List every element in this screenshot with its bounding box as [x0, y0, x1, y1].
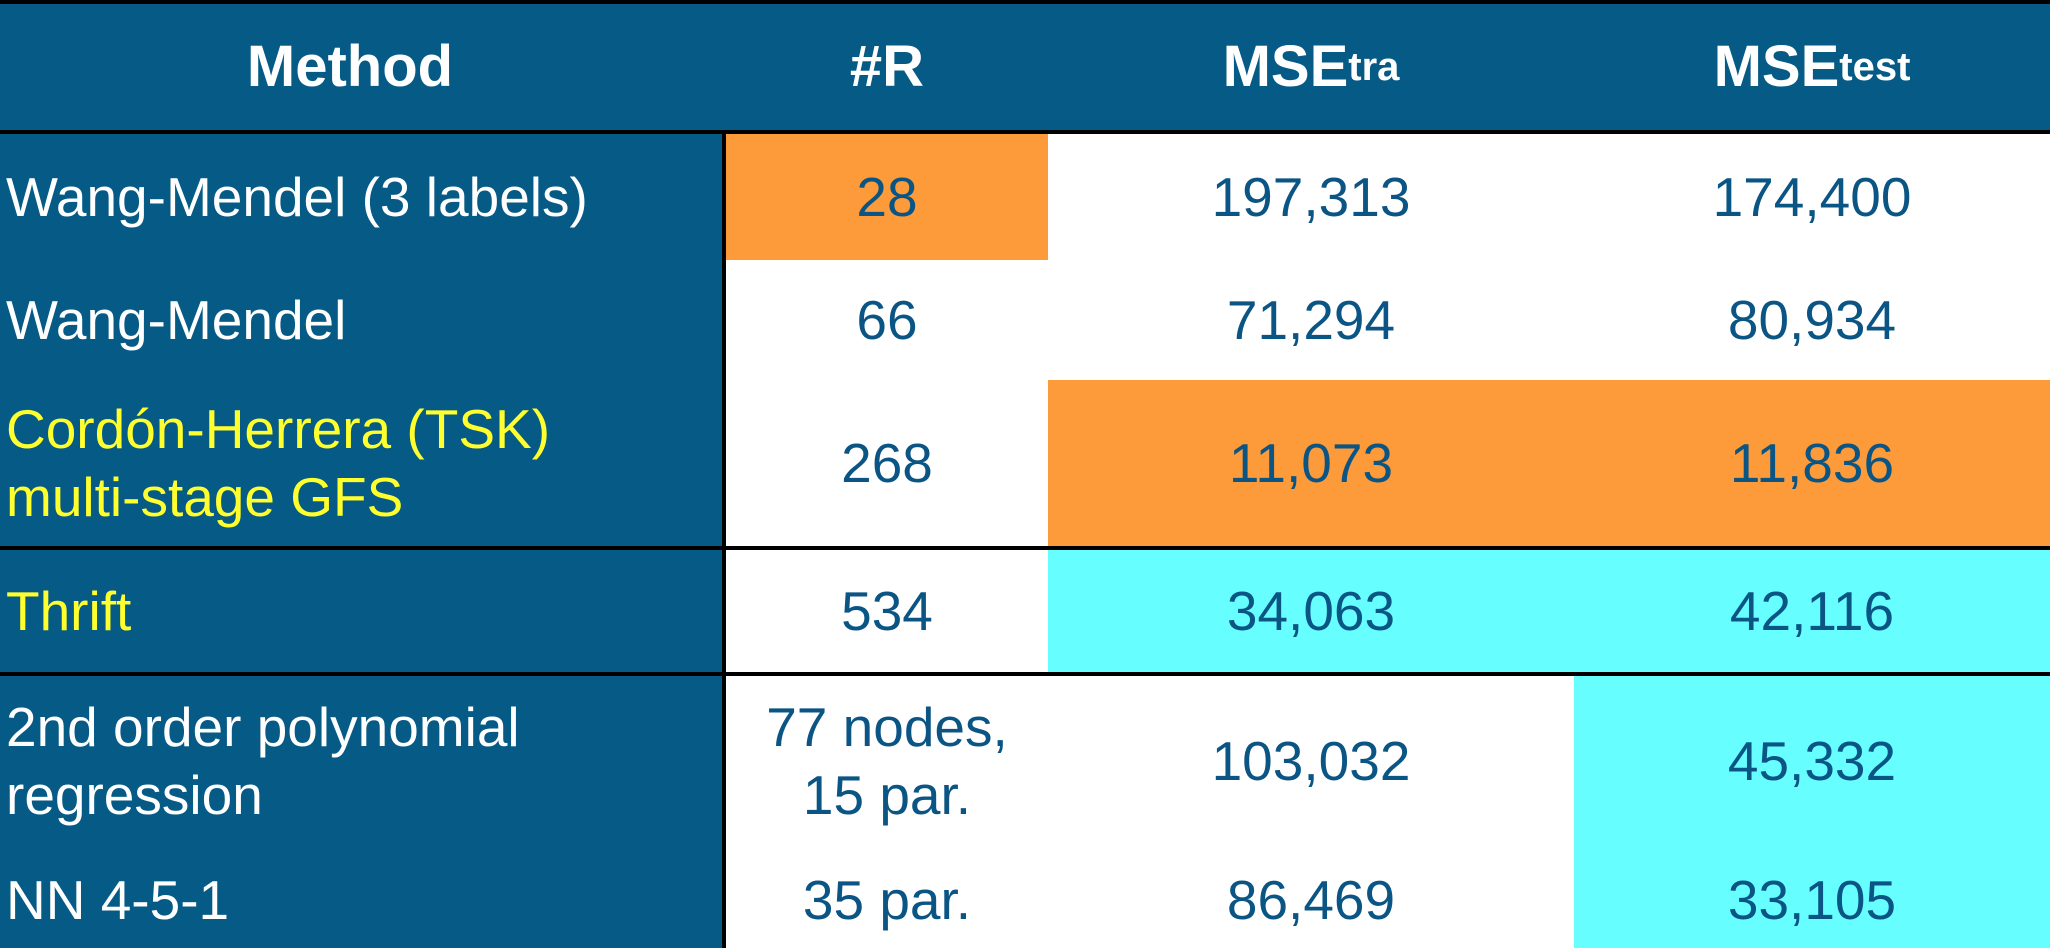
method-cell: 2nd order polynomial regression — [0, 676, 722, 846]
mse-tra-cell: 86,469 — [1048, 846, 1574, 948]
mse-test-cell: 33,105 — [1574, 846, 2050, 948]
rules-cell: 268 — [726, 380, 1048, 546]
rules-cell: 66 — [726, 260, 1048, 380]
mse-tra-cell: 71,294 — [1048, 260, 1574, 380]
mse-test-cell: 174,400 — [1574, 134, 2050, 260]
table-row: Cordón-Herrera (TSK) multi-stage GFS 268 … — [0, 380, 2050, 546]
table-header: Method #R MSE tra MSE test — [0, 4, 2050, 130]
method-cell: Wang-Mendel (3 labels) — [0, 134, 722, 260]
mse-test-cell: 42,116 — [1574, 550, 2050, 672]
rules-cell: 28 — [726, 134, 1048, 260]
table-row: NN 4-5-1 35 par. 86,469 33,105 — [0, 846, 2050, 948]
mse-tra-cell: 34,063 — [1048, 550, 1574, 672]
header-mse-tra: MSE tra — [1222, 34, 1400, 99]
header-mse-test: MSE test — [1713, 34, 1911, 99]
mse-tra-cell: 197,313 — [1048, 134, 1574, 260]
table-row: Wang-Mendel 66 71,294 80,934 — [0, 260, 2050, 380]
table-row: Wang-Mendel (3 labels) 28 197,313 174,40… — [0, 134, 2050, 260]
table-row: 2nd order polynomial regression 77 nodes,… — [0, 676, 2050, 846]
results-table: Method #R MSE tra MSE test Wang-Mendel (3 … — [0, 4, 2050, 948]
header-rules: #R — [849, 34, 925, 99]
mse-test-cell: 80,934 — [1574, 260, 2050, 380]
method-cell: Thrift — [0, 550, 722, 672]
method-cell: Cordón-Herrera (TSK) multi-stage GFS — [0, 380, 722, 546]
rules-cell: 35 par. — [726, 846, 1048, 948]
table-row: Thrift 534 34,063 42,116 — [0, 550, 2050, 672]
header-method: Method — [246, 34, 454, 99]
rules-cell: 77 nodes, 15 par. — [726, 676, 1048, 846]
method-cell: Wang-Mendel — [0, 260, 722, 380]
column-divider — [722, 130, 726, 948]
mse-tra-cell: 103,032 — [1048, 676, 1574, 846]
mse-test-cell: 45,332 — [1574, 676, 2050, 846]
rules-cell: 534 — [726, 550, 1048, 672]
method-cell: NN 4-5-1 — [0, 846, 722, 948]
mse-tra-cell: 11,073 — [1048, 380, 1574, 546]
mse-test-cell: 11,836 — [1574, 380, 2050, 546]
